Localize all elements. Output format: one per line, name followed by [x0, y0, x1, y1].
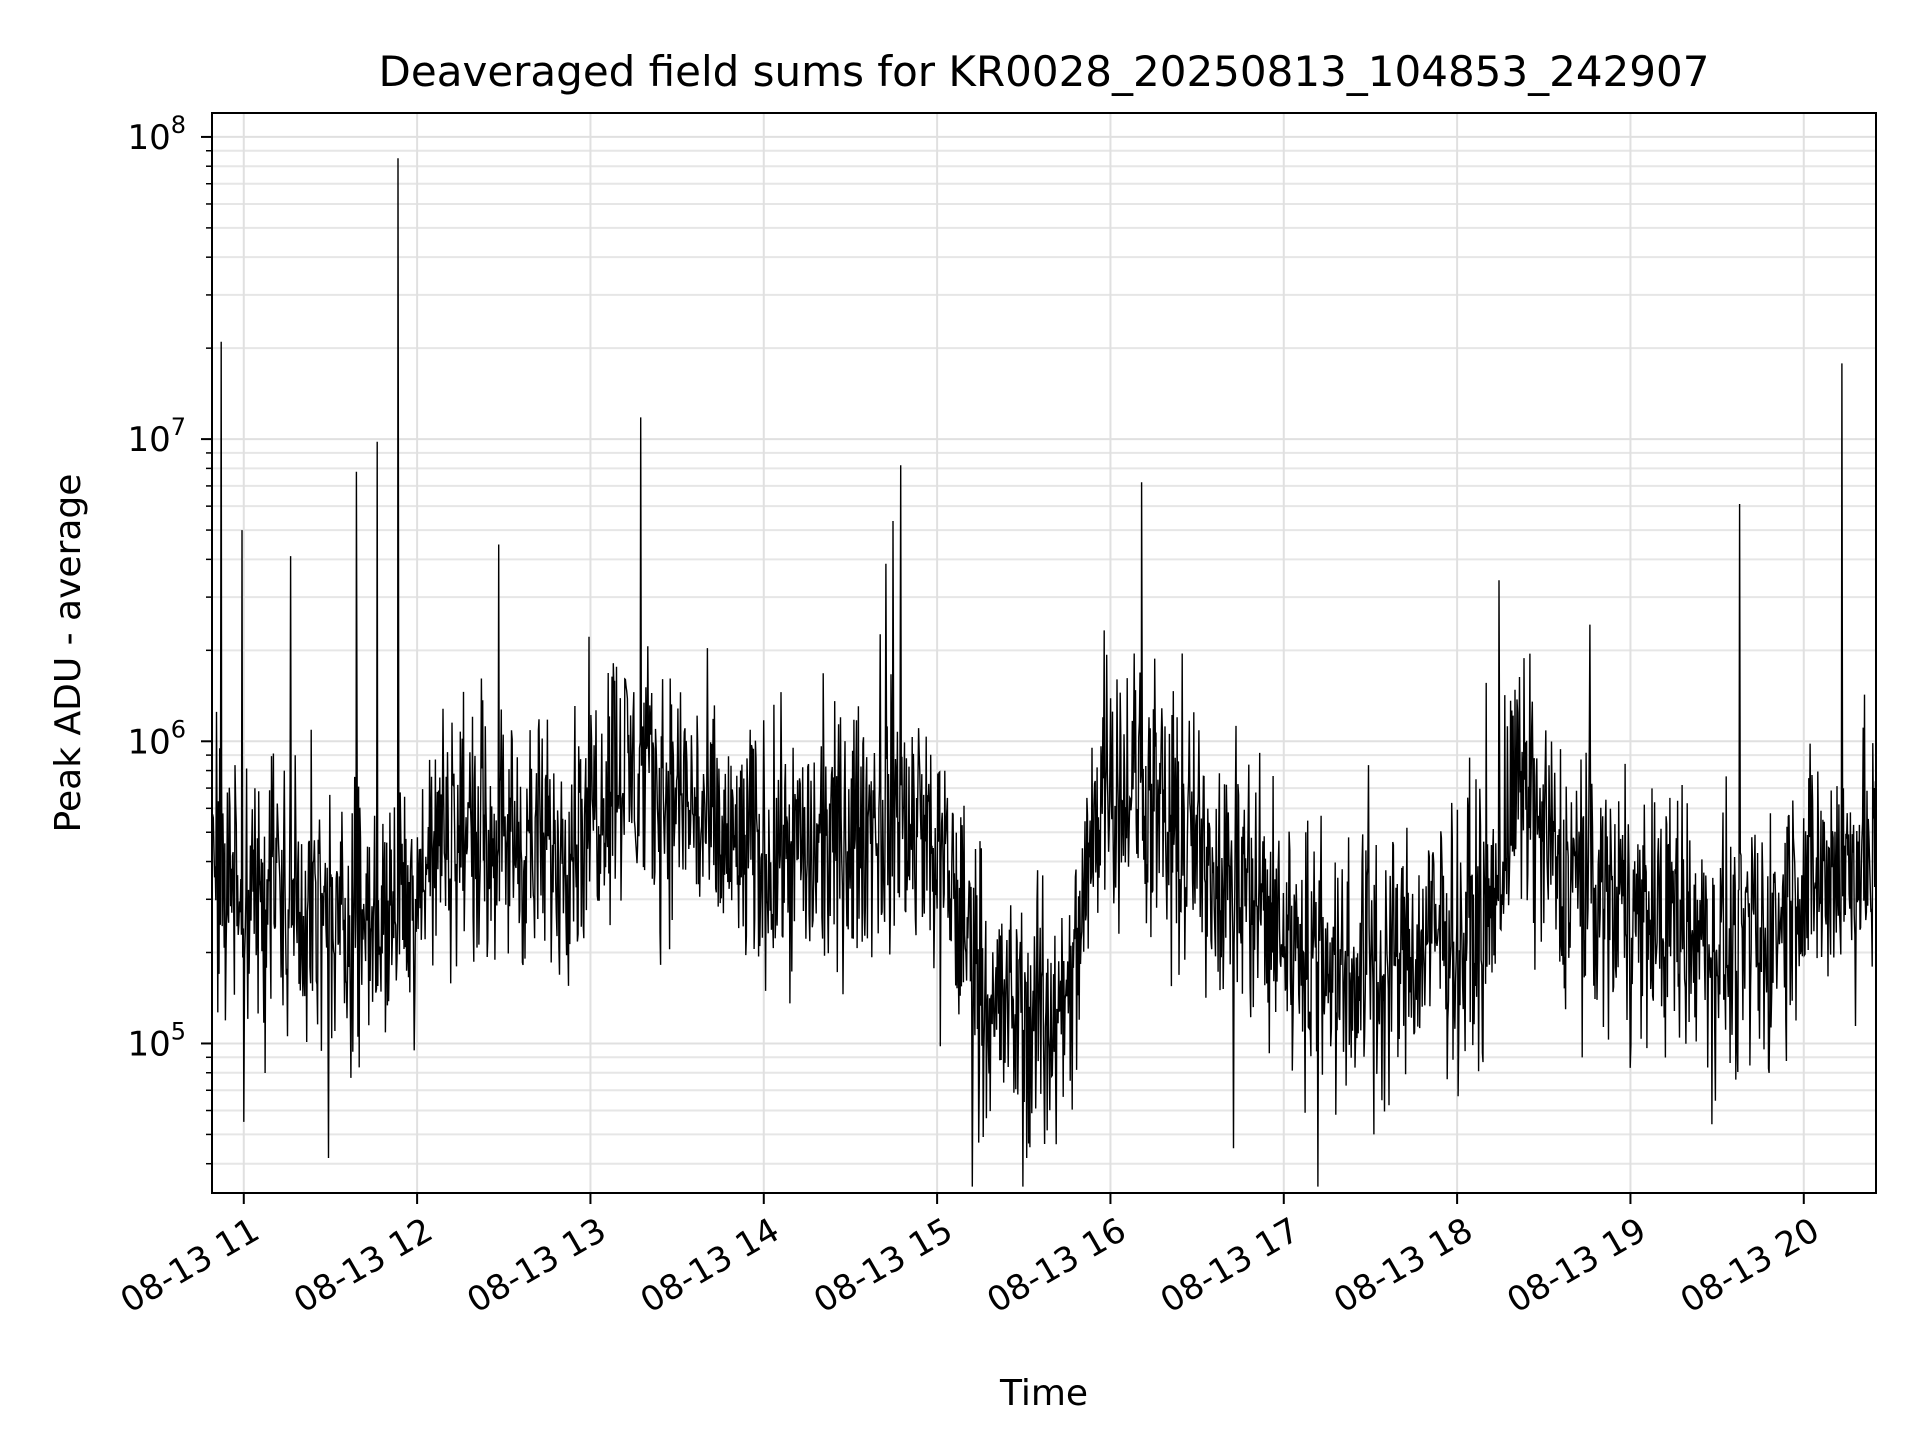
series-line — [211, 158, 1877, 1187]
chart-title: Deaveraged field sums for KR0028_2025081… — [379, 47, 1710, 96]
y-tick-label: 107 — [127, 413, 186, 460]
y-axis-label: Peak ADU - average — [48, 474, 89, 833]
y-tick-label: 108 — [127, 111, 186, 158]
series-layer — [211, 158, 1877, 1187]
y-tick-label: 106 — [127, 715, 186, 762]
x-axis-label: Time — [999, 1373, 1088, 1414]
plot-frame — [211, 112, 1877, 1194]
y-tick-label: 105 — [127, 1017, 186, 1064]
